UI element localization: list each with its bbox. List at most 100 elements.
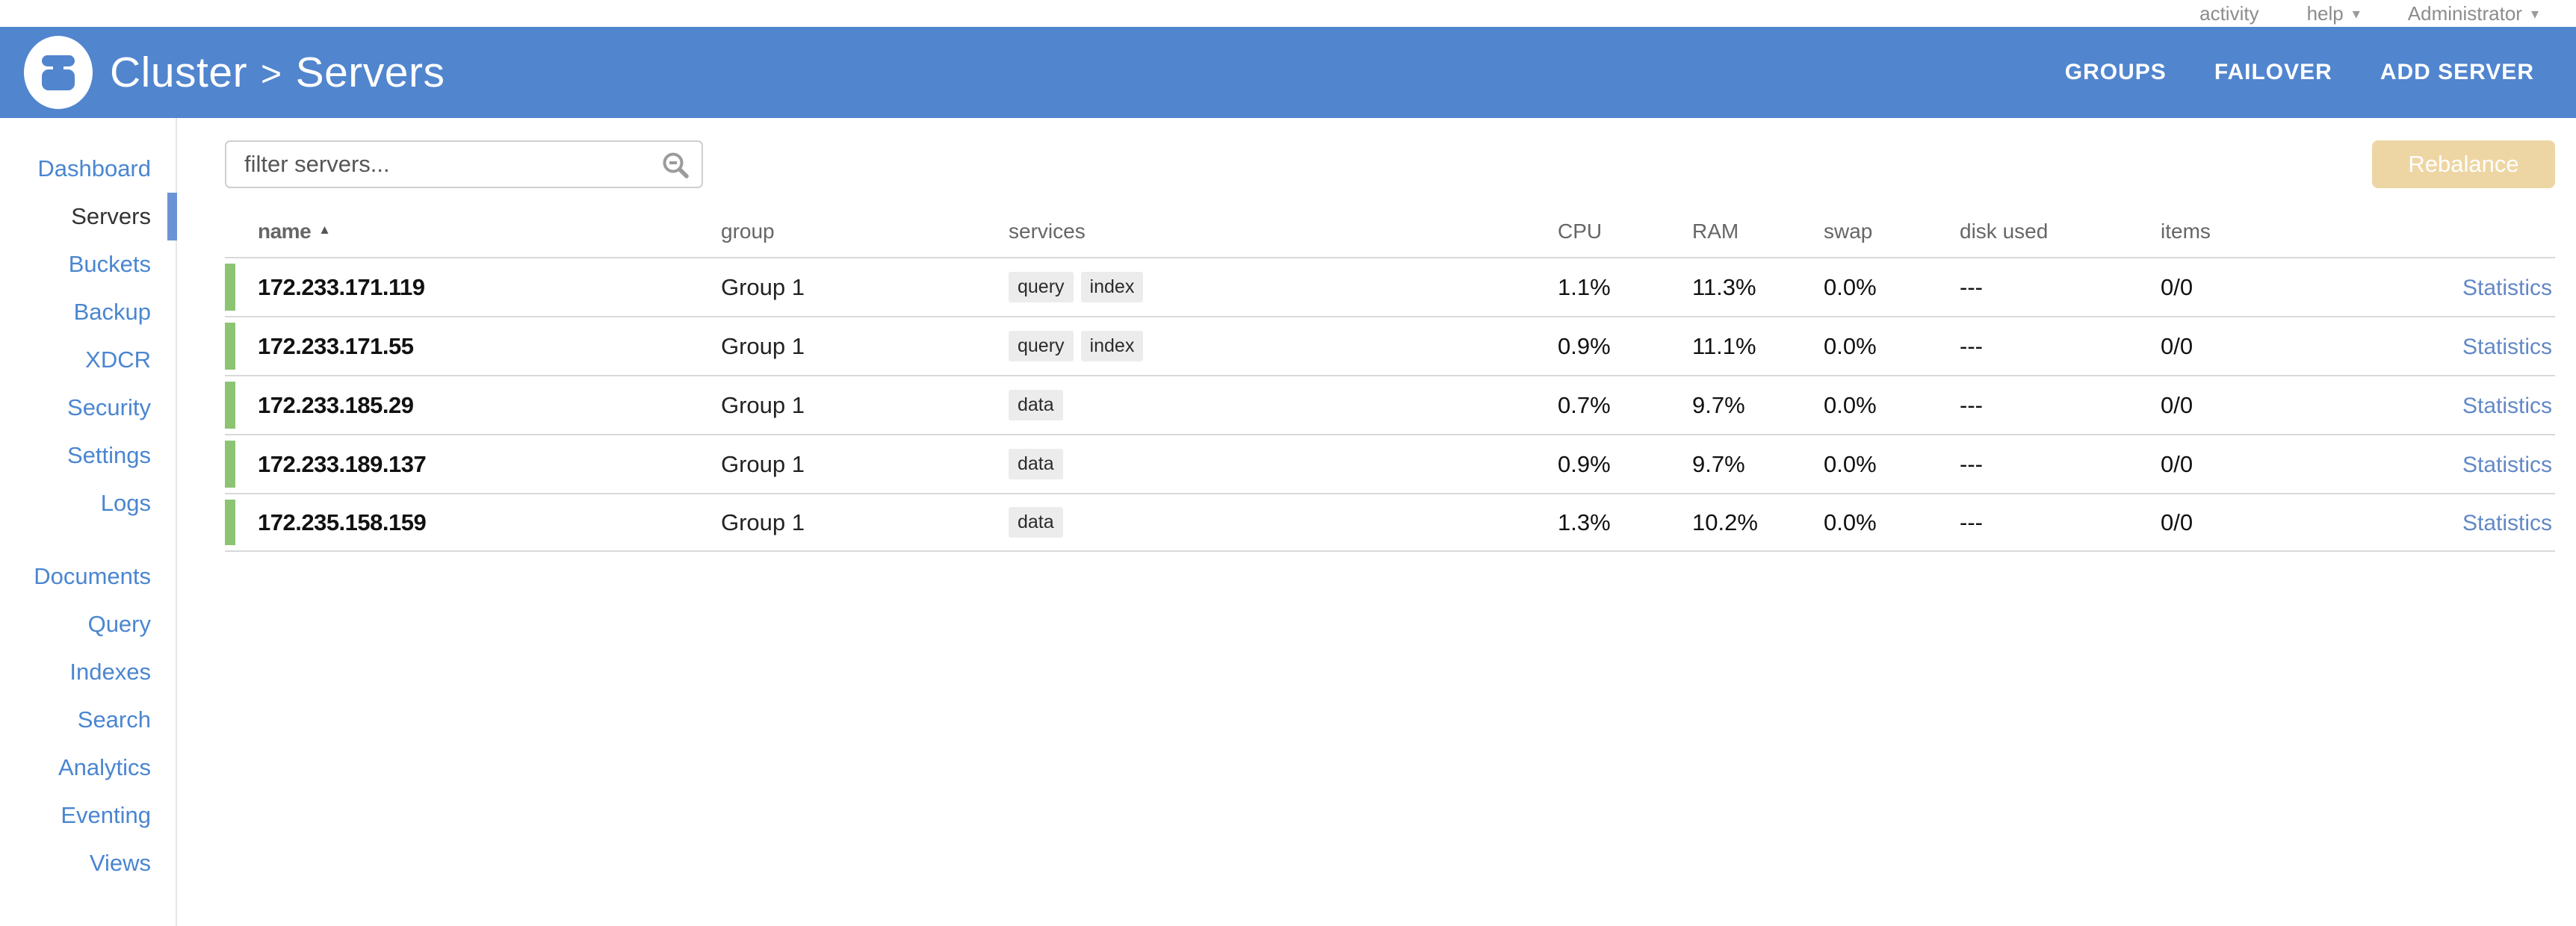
- disk-used-value: ---: [1960, 509, 1983, 535]
- cpu-value: 0.7%: [1558, 391, 1611, 418]
- swap-value: 0.0%: [1824, 332, 1877, 359]
- filter-servers-input[interactable]: [225, 140, 703, 188]
- column-items[interactable]: items: [2161, 220, 2211, 243]
- ram-value: 10.2%: [1692, 509, 1758, 535]
- service-badges: query index: [1009, 331, 1558, 361]
- help-label: help: [2306, 1, 2344, 25]
- chevron-down-icon: ▾: [2530, 5, 2539, 22]
- server-group: Group 1: [721, 509, 805, 535]
- cpu-value: 1.3%: [1558, 509, 1611, 535]
- sort-asc-icon: ▲: [318, 223, 331, 237]
- add-server-button[interactable]: ADD SERVER: [2380, 60, 2534, 84]
- server-table-body: 172.233.171.119 Group 1 query index 1.1%…: [225, 257, 2555, 552]
- activity-label: activity: [2199, 1, 2259, 25]
- sidebar-item-views[interactable]: Views: [89, 850, 151, 876]
- table-row: 172.233.171.55 Group 1 query index 0.9% …: [225, 316, 2555, 375]
- cpu-value: 1.1%: [1558, 273, 1611, 300]
- statistics-link[interactable]: Statistics: [2462, 510, 2552, 535]
- swap-value: 0.0%: [1824, 391, 1877, 418]
- disk-used-value: ---: [1960, 450, 1983, 477]
- server-name: 172.233.185.29: [258, 391, 414, 418]
- items-value: 0/0: [2161, 509, 2193, 535]
- server-name: 172.235.158.159: [258, 509, 427, 535]
- help-menu[interactable]: help ▾: [2307, 2, 2360, 25]
- sidebar-item-analytics[interactable]: Analytics: [58, 754, 151, 780]
- statistics-link[interactable]: Statistics: [2462, 334, 2552, 359]
- ram-value: 9.7%: [1692, 450, 1745, 477]
- sidebar-item-backup[interactable]: Backup: [73, 299, 151, 325]
- active-indicator: [167, 193, 177, 240]
- sidebar-item-logs[interactable]: Logs: [100, 490, 151, 516]
- cpu-value: 0.9%: [1558, 450, 1611, 477]
- sidebar-item-dashboard[interactable]: Dashboard: [37, 155, 151, 181]
- disk-used-value: ---: [1960, 273, 1983, 300]
- user-menu[interactable]: Administrator ▾: [2408, 2, 2539, 25]
- service-badge: query: [1009, 331, 1074, 361]
- sidebar-item-eventing[interactable]: Eventing: [61, 802, 151, 828]
- breadcrumb-cluster: Cluster: [110, 49, 248, 96]
- statistics-link[interactable]: Statistics: [2462, 452, 2552, 477]
- column-ram[interactable]: RAM: [1692, 220, 1739, 243]
- swap-value: 0.0%: [1824, 450, 1877, 477]
- sidebar-item-indexes[interactable]: Indexes: [69, 659, 151, 685]
- chevron-down-icon: ▾: [2352, 5, 2360, 22]
- items-value: 0/0: [2161, 332, 2193, 359]
- statistics-link[interactable]: Statistics: [2462, 393, 2552, 418]
- service-badges: data: [1009, 507, 1558, 538]
- sidebar: Dashboard Servers Buckets Backup XDCR Se…: [0, 118, 177, 926]
- column-cpu[interactable]: CPU: [1558, 220, 1603, 243]
- ram-value: 9.7%: [1692, 391, 1745, 418]
- column-group[interactable]: group: [721, 220, 775, 243]
- health-indicator: [225, 500, 235, 545]
- breadcrumb-separator: >: [261, 54, 282, 94]
- sidebar-item-search[interactable]: Search: [77, 706, 151, 733]
- health-indicator: [225, 382, 235, 429]
- cpu-value: 0.9%: [1558, 332, 1611, 359]
- service-badge: data: [1009, 507, 1063, 538]
- sidebar-item-label: Servers: [71, 203, 151, 229]
- server-name: 172.233.171.55: [258, 332, 414, 359]
- page-title: Servers: [295, 49, 445, 96]
- server-name: 172.233.171.119: [258, 273, 425, 300]
- failover-button[interactable]: FAILOVER: [2214, 60, 2332, 84]
- column-name[interactable]: name ▲: [225, 220, 721, 243]
- sidebar-item-settings[interactable]: Settings: [66, 442, 151, 468]
- servers-panel: Rebalance name ▲ group services CPU RAM …: [177, 118, 2576, 926]
- swap-value: 0.0%: [1824, 509, 1877, 535]
- ram-value: 11.1%: [1692, 332, 1756, 359]
- server-group: Group 1: [721, 332, 805, 359]
- breadcrumb: Cluster > Servers: [110, 48, 445, 97]
- health-indicator: [225, 441, 235, 488]
- table-row: 172.233.171.119 Group 1 query index 1.1%…: [225, 257, 2555, 316]
- sidebar-item-documents[interactable]: Documents: [34, 563, 151, 589]
- sidebar-item-query[interactable]: Query: [87, 611, 151, 637]
- server-group: Group 1: [721, 450, 805, 477]
- items-value: 0/0: [2161, 391, 2193, 418]
- user-label: Administrator: [2407, 1, 2522, 25]
- server-group: Group 1: [721, 391, 805, 418]
- service-badges: data: [1009, 449, 1558, 479]
- server-name: 172.233.189.137: [258, 450, 427, 477]
- header-actions: GROUPS FAILOVER ADD SERVER: [2065, 60, 2534, 85]
- swap-value: 0.0%: [1824, 273, 1877, 300]
- column-services[interactable]: services: [1009, 220, 1086, 243]
- service-badge: index: [1080, 331, 1144, 361]
- sidebar-item-buckets[interactable]: Buckets: [68, 251, 151, 277]
- utility-bar: activity help ▾ Administrator ▾: [0, 0, 2576, 27]
- rebalance-button[interactable]: Rebalance: [2372, 140, 2555, 188]
- filter-wrap: [225, 140, 703, 188]
- activity-link[interactable]: activity: [2199, 2, 2258, 25]
- service-badge: data: [1009, 449, 1063, 479]
- server-table-header: name ▲ group services CPU RAM swap disk …: [225, 188, 2555, 257]
- couchbase-logo-icon: [24, 36, 93, 109]
- sidebar-item-security[interactable]: Security: [67, 394, 151, 420]
- ram-value: 11.3%: [1692, 273, 1756, 300]
- sidebar-item-servers[interactable]: Servers: [0, 193, 177, 240]
- column-swap[interactable]: swap: [1824, 220, 1873, 243]
- health-indicator: [225, 323, 235, 370]
- groups-button[interactable]: GROUPS: [2064, 60, 2167, 84]
- search-icon: [663, 152, 689, 178]
- column-disk-used[interactable]: disk used: [1960, 220, 2049, 243]
- statistics-link[interactable]: Statistics: [2462, 275, 2552, 300]
- sidebar-item-xdcr[interactable]: XDCR: [85, 347, 151, 373]
